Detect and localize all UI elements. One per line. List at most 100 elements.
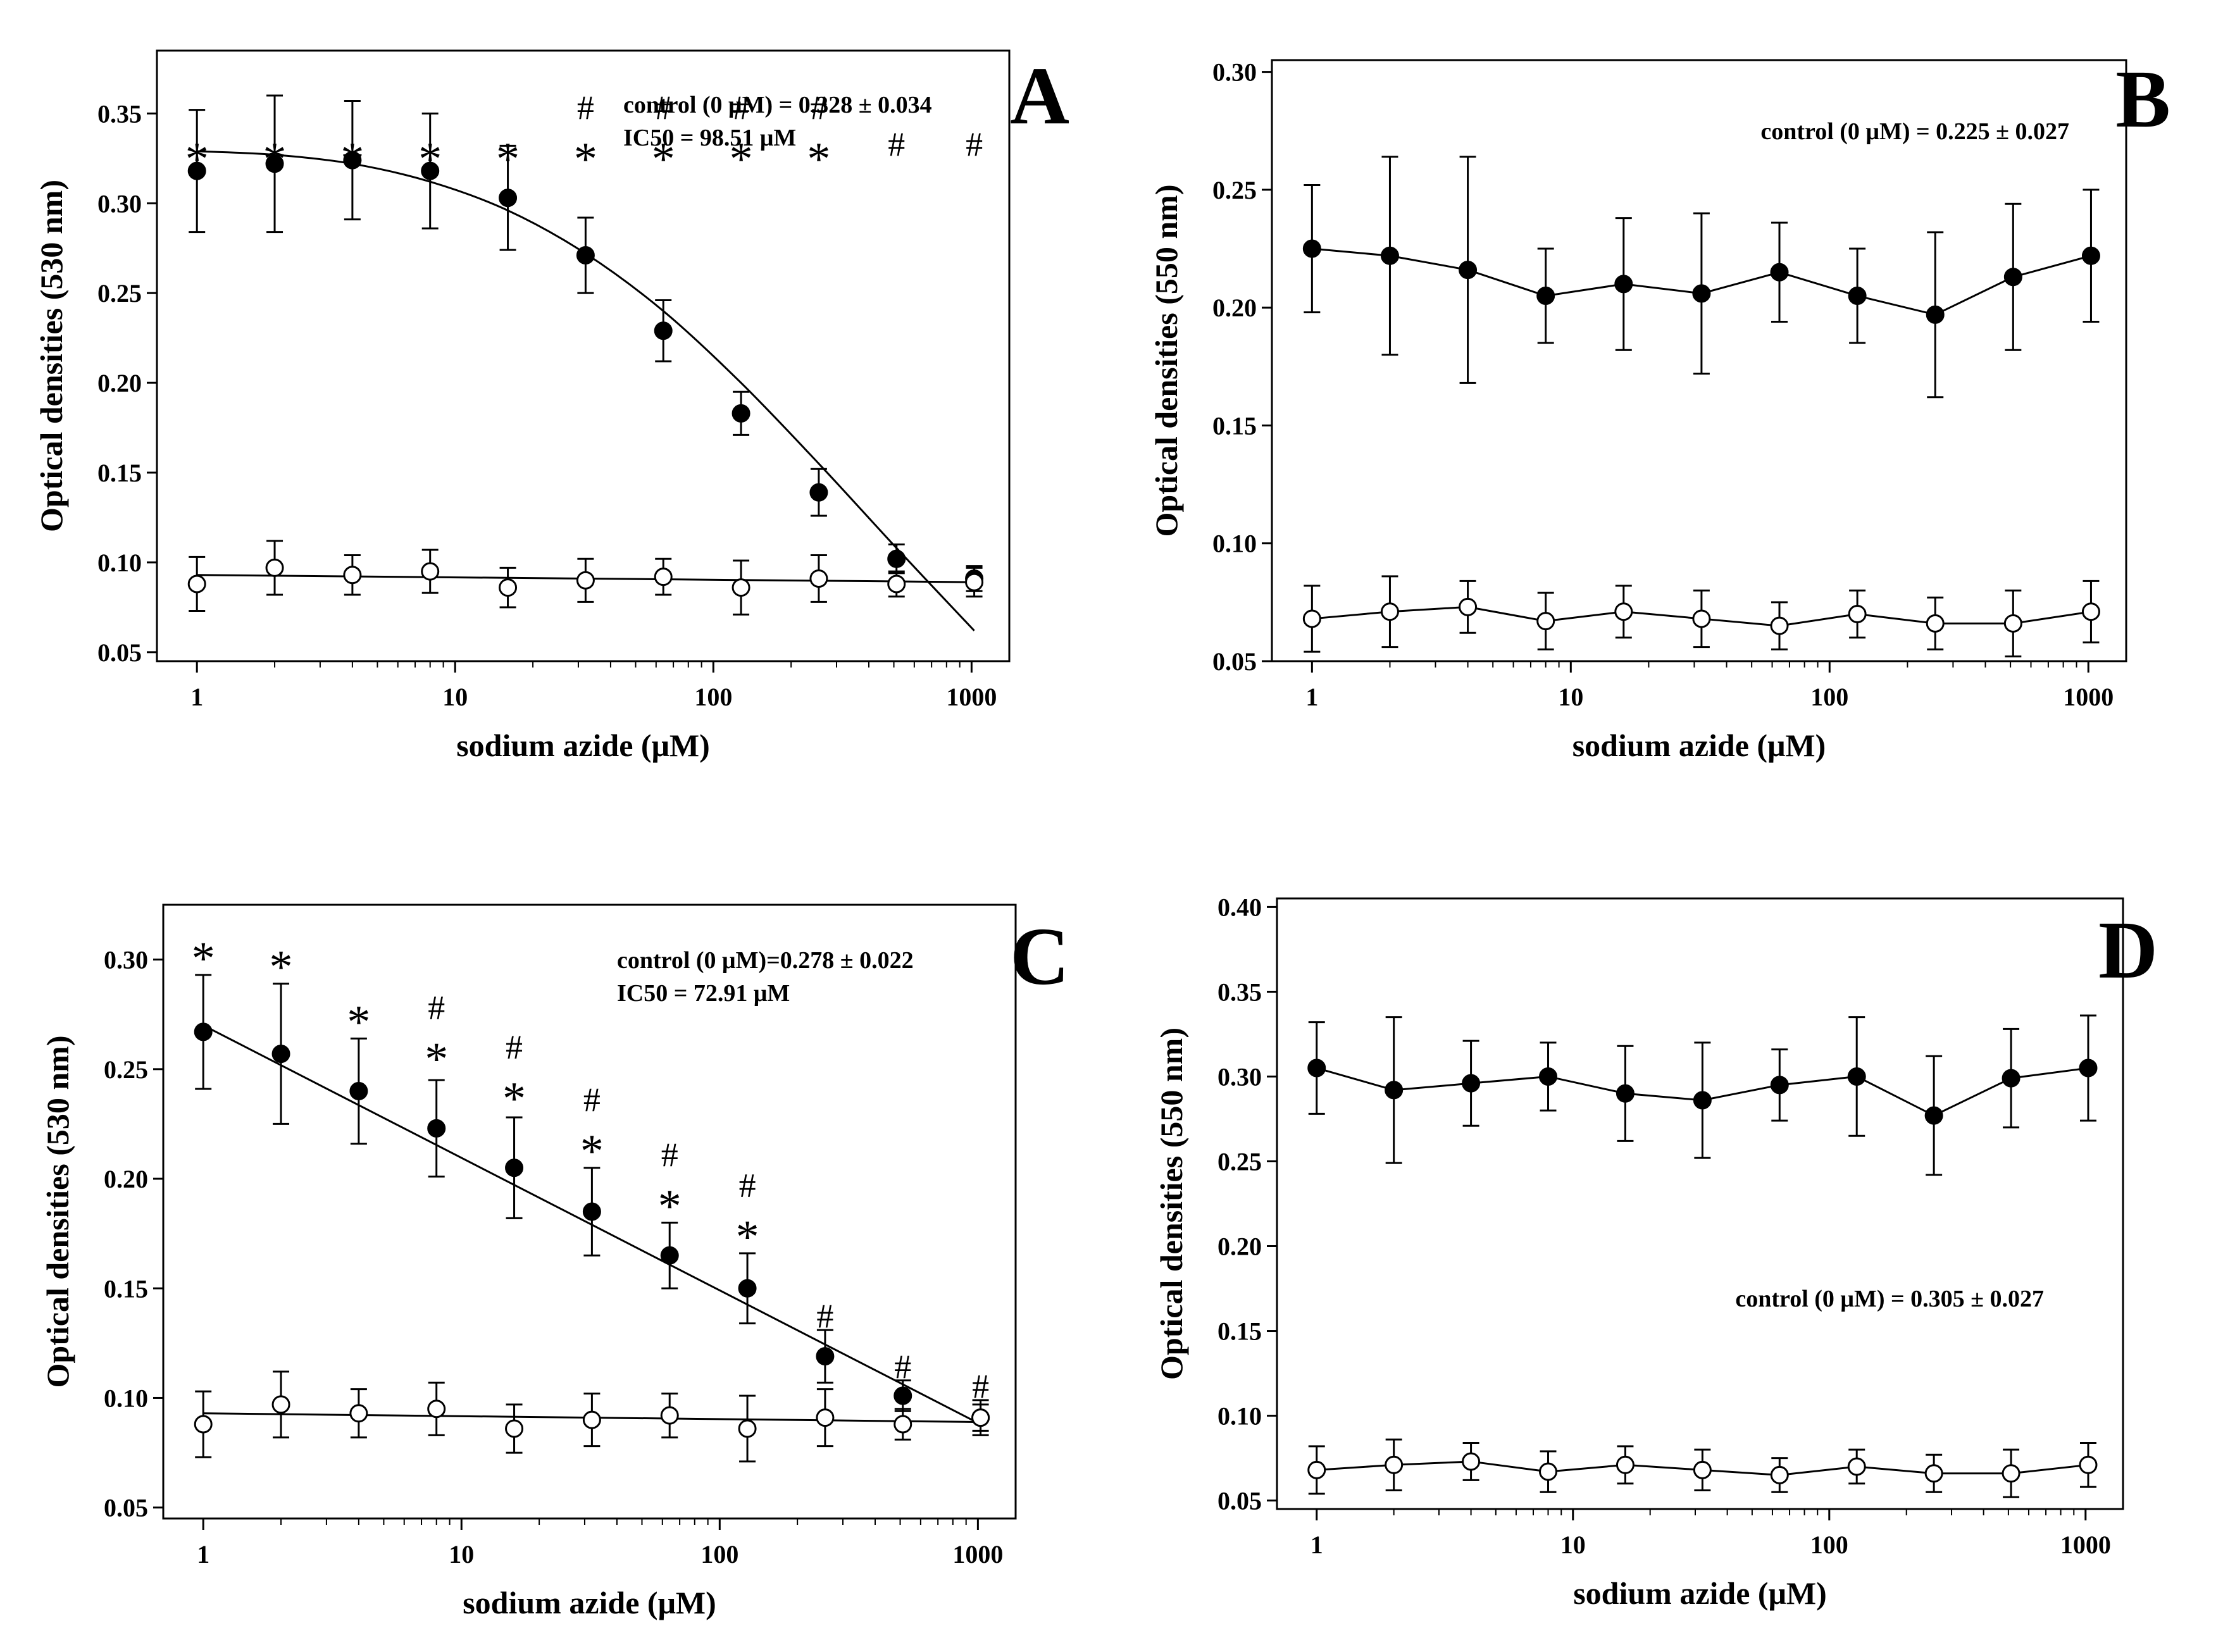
panel-c-sig-hash: # (894, 1348, 911, 1386)
panel-c-annotation: IC50 = 72.91 μM (617, 980, 790, 1007)
panel-c: 0.05 0.10 0.15 0.20 0.25 0.30 1 10 100 1000 sodium… (40, 904, 1069, 1620)
panel-a-filled-point (654, 321, 673, 340)
panel-d-xlabel: sodium azide (μM) (1573, 1575, 1827, 1611)
panel-b: 0.05 0.10 0.15 0.20 0.25 0.30 1 10 100 1000 sodium… (1149, 54, 2170, 763)
panel-c-xtick-label: 1000 (952, 1540, 1003, 1568)
panel-c-filled-point (349, 1081, 368, 1100)
panel-c-open-point (194, 1415, 213, 1434)
panel-b-letter: B (2115, 54, 2170, 145)
panel-a-filled-point (576, 246, 595, 265)
panel-a-frame (156, 49, 1011, 662)
panel-a-sig-hash: # (577, 89, 594, 127)
panel-c-letter: C (1010, 911, 1069, 1002)
panel-c-open-point (816, 1408, 835, 1427)
panel-b-open-point (1692, 609, 1711, 628)
panel-b-xtick-label: 1 (1305, 683, 1318, 711)
panel-c-sig-hash: # (816, 1297, 833, 1335)
panel-a-sig-star: * (496, 134, 520, 185)
panel-c-ytick-label: 0.25 (104, 1055, 148, 1084)
panel-d-xtick-label: 100 (1810, 1531, 1848, 1559)
panel-c-ytick-label: 0.10 (104, 1384, 148, 1412)
panel-d-filled-point (2079, 1059, 2098, 1078)
panel-a-open-point (499, 578, 518, 597)
panel-a-xtick-label: 100 (694, 683, 732, 711)
panel-b-ylabel: Optical densities (550 nm) (1149, 185, 1184, 537)
panel-d-frame (1276, 897, 2124, 1510)
panel-d-filled-point (1770, 1076, 1789, 1095)
panel-c-ylabel: Optical densities (530 nm) (40, 1036, 75, 1388)
panel-a-ytick-label: 0.30 (97, 189, 142, 218)
panel-b-filled-point (1536, 287, 1555, 306)
panel-a-sig-hash: # (888, 125, 905, 163)
panel-d-filled-point (1385, 1081, 1404, 1100)
panel-c-xtick-label: 10 (449, 1540, 474, 1568)
panel-a-ytick-label: 0.10 (97, 549, 142, 577)
panel-c-filled-point (505, 1158, 524, 1177)
panel-d-ytick-label: 0.30 (1217, 1062, 1262, 1091)
panel-b-filled-point (1380, 246, 1399, 265)
panel-b-filled-point (1692, 284, 1711, 303)
panel-a-filled-point (887, 549, 906, 568)
panel-b-xlabel: sodium azide (μM) (1572, 728, 1826, 763)
panel-b-filled-point (1770, 263, 1789, 282)
panel-a-letter: A (1010, 51, 1069, 142)
panel-d: 0.05 0.10 0.15 0.20 0.25 0.30 0.35 0.40 1 10 100 10… (1154, 893, 2158, 1611)
panel-c-ytick-label: 0.20 (104, 1165, 148, 1193)
panel-d-ytick-label: 0.35 (1217, 978, 1262, 1006)
panel-b-open-point (1536, 612, 1555, 631)
panel-b-filled-point (2003, 268, 2022, 287)
panel-c-sig-star: * (580, 1126, 604, 1177)
panel-a: 0.05 0.10 0.15 0.20 0.25 0.30 0.35 1 10 100 1000 so… (34, 49, 1069, 763)
panel-c-xtick-label: 100 (701, 1540, 738, 1568)
panel-d-ytick-label: 0.15 (1217, 1317, 1262, 1346)
panel-c-ytick-label: 0.15 (104, 1274, 148, 1303)
panel-d-open-point (1924, 1464, 1943, 1483)
panel-a-sig-hash: # (966, 125, 983, 163)
panel-a-xtick-label: 10 (442, 683, 468, 711)
panel-b-open-point (1380, 602, 1399, 621)
panel-d-open-point (1385, 1455, 1404, 1474)
panel-d-open-point (1307, 1460, 1326, 1479)
panel-d-ytick-label: 0.10 (1217, 1402, 1262, 1431)
panel-c-sig-star: * (192, 933, 215, 984)
panel-a-filled-point (265, 154, 284, 173)
panel-d-open-point (1462, 1452, 1481, 1471)
panel-c-filled-point (660, 1246, 679, 1265)
panel-d-open-point (1847, 1457, 1866, 1476)
panel-a-sig-star: * (574, 134, 597, 185)
panel-c-annotation: control (0 μM)=0.278 ± 0.022 (617, 947, 914, 974)
panel-d-ytick-label: 0.20 (1217, 1233, 1262, 1261)
panel-c-sig-star: * (502, 1073, 526, 1125)
panel-c-sig-hash: # (583, 1081, 601, 1119)
panel-d-filled-point (1847, 1067, 1866, 1086)
panel-c-frame (162, 904, 1017, 1520)
panel-d-filled-point (2002, 1069, 2021, 1088)
panel-d-xtick-label: 10 (1560, 1531, 1586, 1559)
panel-d-filled-point (1924, 1106, 1943, 1125)
panel-b-open-point (2081, 602, 2100, 621)
panel-a-open-point (265, 558, 284, 577)
panel-a-annotation: IC50 = 98.51 μM (623, 125, 796, 151)
panel-b-open-point (1926, 614, 1945, 633)
panel-d-ytick-label: 0.40 (1217, 893, 1262, 921)
panel-c-open-point (660, 1406, 679, 1425)
panel-a-open-point (809, 569, 828, 588)
panel-a-sig-star: * (185, 134, 209, 185)
panel-a-sig-star: * (340, 134, 364, 185)
panel-c-filled-point (816, 1347, 835, 1366)
panel-a-ytick-label: 0.25 (97, 279, 142, 307)
panel-c-sig-star: * (347, 997, 370, 1048)
panel-b-ytick-label: 0.30 (1212, 58, 1257, 87)
panel-b-filled-point (1926, 305, 1945, 324)
panel-a-sig-star: * (263, 134, 287, 185)
panel-a-sig-star: * (418, 134, 442, 185)
panel-d-filled-point (1307, 1059, 1326, 1078)
panel-d-ylabel: Optical densities (550 nm) (1154, 1028, 1189, 1380)
panel-c-open-point (738, 1419, 757, 1438)
panel-d-open-point (2002, 1464, 2021, 1483)
panel-d-filled-point (1693, 1091, 1712, 1110)
panel-b-filled-point (1848, 287, 1867, 306)
panel-a-ytick-label: 0.35 (97, 99, 142, 128)
panel-c-open-point (894, 1415, 912, 1434)
